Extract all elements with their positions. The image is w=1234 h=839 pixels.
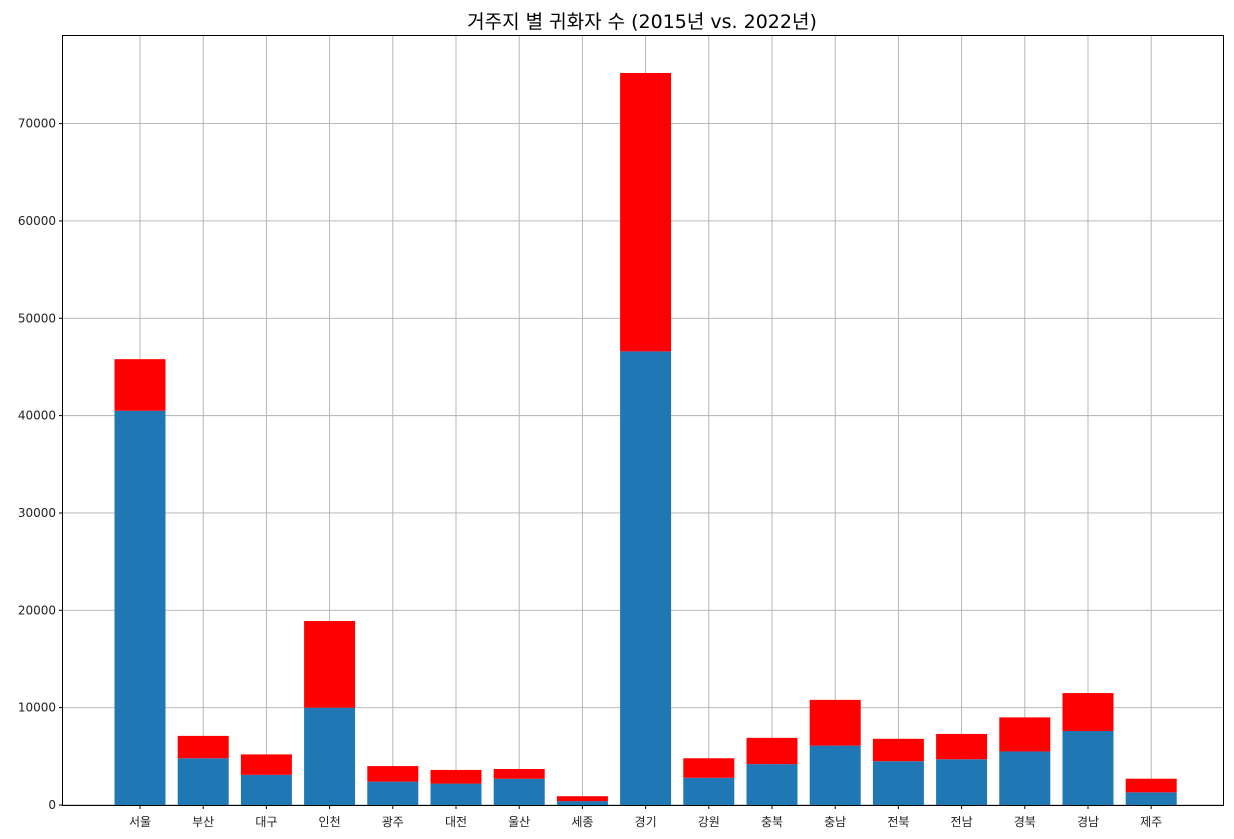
chart-title: 거주지 별 귀화자 수 (2015년 vs. 2022년) xyxy=(467,11,817,33)
bar-2022-광주 xyxy=(367,766,419,782)
bar-2015-부산 xyxy=(177,758,229,805)
bar-2015-충남 xyxy=(809,745,861,805)
bar-2015-제주 xyxy=(1125,792,1177,805)
x-tick-label: 대전 xyxy=(445,815,467,829)
y-tick-label: 0 xyxy=(48,798,56,812)
x-tick-label: 제주 xyxy=(1140,815,1162,829)
bar-2015-대구 xyxy=(240,774,292,805)
plot-frame xyxy=(62,35,1224,806)
x-tick-label: 인천 xyxy=(319,814,341,829)
y-tick-label: 40000 xyxy=(18,409,56,423)
bar-2022-전북 xyxy=(872,738,924,762)
bar-2015-광주 xyxy=(367,781,419,805)
bar-2015-대전 xyxy=(430,783,482,805)
x-tick-label: 경기 xyxy=(635,815,657,829)
x-tick-label: 충남 xyxy=(824,815,846,829)
x-tick-label: 울산 xyxy=(508,815,530,829)
bar-2022-충북 xyxy=(746,737,798,765)
bar-2022-세종 xyxy=(556,796,608,802)
bar-2015-강원 xyxy=(683,777,735,805)
x-tick-label: 광주 xyxy=(382,815,404,829)
x-tick-label: 충북 xyxy=(761,815,783,829)
x-axis: 서울 부산 대구 인천 광주 대전 울산 세종 경기 강원 충북 충남 전북 전남 경북 경남 제주 xyxy=(129,805,1162,829)
bar-2015-경남 xyxy=(1062,731,1114,805)
bar-2022-강원 xyxy=(683,758,735,778)
bar-2022-대구 xyxy=(240,754,292,775)
bar-2015-충북 xyxy=(746,764,798,805)
bar-2022-경북 xyxy=(999,717,1051,752)
x-tick-label: 세종 xyxy=(571,815,593,829)
y-tick-label: 10000 xyxy=(18,701,56,715)
bar-2022-서울 xyxy=(114,359,166,411)
bar-2015-경북 xyxy=(999,751,1051,805)
y-tick-label: 30000 xyxy=(18,506,56,520)
x-tick-label: 대구 xyxy=(255,815,277,829)
grid-layer xyxy=(63,36,1223,806)
bar-2022-충남 xyxy=(809,699,861,746)
x-tick-label: 부산 xyxy=(192,815,214,829)
x-tick-label: 서울 xyxy=(129,815,151,829)
bar-2015-서울 xyxy=(114,410,166,805)
bar-2015-세종 xyxy=(556,801,608,805)
x-tick-label: 전북 xyxy=(887,815,909,829)
bar-2022-인천 xyxy=(304,621,356,708)
bars-layer xyxy=(114,72,1177,805)
y-tick-label: 70000 xyxy=(18,117,56,131)
bar-2015-울산 xyxy=(493,778,545,805)
bar-2022-울산 xyxy=(493,768,545,779)
bar-2015-전북 xyxy=(872,761,924,805)
bar-2022-전남 xyxy=(936,733,988,760)
bar-2022-부산 xyxy=(177,735,229,759)
y-tick-label: 60000 xyxy=(18,214,56,228)
y-tick-label: 20000 xyxy=(18,603,56,617)
bar-2015-경기 xyxy=(620,351,672,805)
x-tick-label: 경북 xyxy=(1014,815,1036,829)
bar-2022-대전 xyxy=(430,769,482,784)
x-tick-label: 경남 xyxy=(1077,815,1099,829)
y-axis: 0 10000 20000 30000 40000 50000 60000 70000 xyxy=(18,117,63,812)
bar-2022-경기 xyxy=(620,72,672,352)
x-tick-label: 전남 xyxy=(951,815,973,829)
x-tick-label: 강원 xyxy=(698,815,720,829)
bar-2022-제주 xyxy=(1125,778,1177,793)
bar-2022-경남 xyxy=(1062,693,1114,732)
bar-2015-전남 xyxy=(936,759,988,805)
y-tick-label: 50000 xyxy=(18,311,56,325)
bar-2015-인천 xyxy=(304,707,356,805)
